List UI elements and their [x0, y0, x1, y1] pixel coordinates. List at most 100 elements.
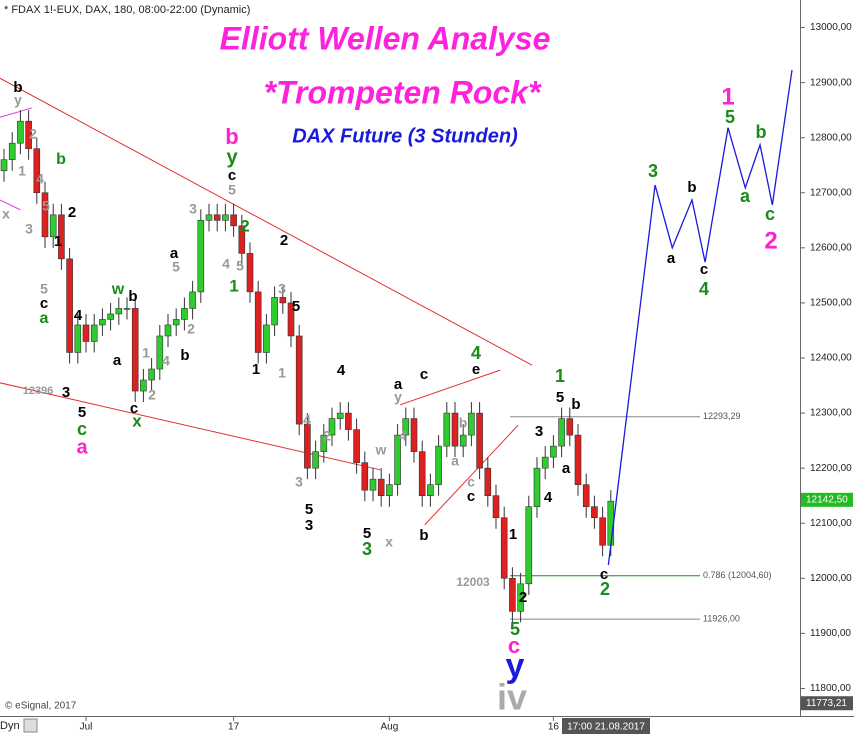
wave-label: 3 — [648, 161, 658, 181]
candle-body — [17, 120, 24, 144]
wave-label: c — [40, 295, 48, 312]
trendline — [0, 107, 33, 118]
wave-label: e — [472, 361, 480, 378]
wave-label: 2 — [519, 589, 527, 606]
candle-body — [254, 291, 262, 353]
wave-label: a — [740, 186, 751, 206]
wave-label: 4 — [162, 353, 170, 369]
wave-label: 5 — [228, 182, 236, 198]
wave-label: 4 — [699, 279, 709, 299]
y-tick-label: 12500,00 — [810, 298, 852, 309]
y-tick-label: 12400,00 — [810, 353, 852, 364]
candle-body — [189, 291, 196, 309]
wave-label: b — [459, 415, 468, 431]
wave-label: c — [508, 633, 520, 658]
wave-label: y — [226, 146, 238, 168]
candle-body — [197, 220, 205, 293]
wave-label: a — [667, 250, 676, 267]
trendline — [399, 369, 501, 406]
candle-body — [107, 313, 114, 320]
wave-label: c — [228, 167, 236, 184]
wave-label: b — [687, 179, 696, 196]
candle-body — [49, 214, 57, 238]
candle-body — [410, 418, 418, 452]
wave-label: 3 — [362, 539, 372, 559]
candle-body — [263, 324, 270, 353]
wave-label: w — [375, 442, 387, 458]
wave-label: 5 — [236, 258, 244, 274]
wave-label: 1 — [509, 526, 517, 543]
wave-label: x — [2, 206, 10, 222]
candle-body — [377, 478, 385, 496]
wave-label: 4 — [544, 489, 553, 506]
wave-label: w — [111, 281, 125, 298]
wave-label: 4 — [74, 307, 83, 324]
wave-label: 1 — [252, 361, 260, 378]
wave-label: c — [467, 488, 475, 505]
wave-label: 5 — [40, 281, 48, 297]
candle-body — [509, 578, 516, 612]
timeframe-button[interactable] — [23, 718, 38, 733]
axis-min-label: 11773,21 — [806, 698, 847, 709]
wave-label: 1 — [721, 83, 734, 110]
price-level-label: 12293,29 — [703, 411, 741, 421]
x-tick-label: 17 — [228, 722, 240, 733]
candle-body — [181, 308, 188, 320]
candle-body — [58, 214, 65, 260]
wave-label: 2 — [323, 428, 331, 444]
candle-body — [541, 456, 549, 469]
wave-label: c — [420, 366, 428, 383]
y-tick-label: 12200,00 — [810, 463, 852, 474]
wave-label: 2 — [600, 579, 610, 599]
candle-body — [476, 412, 483, 469]
wave-label: 3 — [295, 474, 303, 490]
timeframe-label: Dyn — [0, 720, 20, 732]
wave-label: 2 — [280, 232, 288, 249]
wave-label: 12396 — [23, 385, 54, 397]
candle-body — [361, 462, 369, 491]
candle-body — [451, 412, 459, 447]
candle-body — [99, 319, 106, 326]
wave-label: 5 — [42, 198, 50, 214]
candle-body — [418, 451, 426, 496]
candle-body — [115, 308, 123, 315]
last-price-box — [801, 492, 853, 507]
wave-label: 4 — [471, 343, 481, 363]
wave-label: 3 — [189, 201, 197, 217]
candle-body — [517, 583, 524, 612]
y-tick-label: 13000,00 — [810, 22, 852, 33]
candle-body — [427, 484, 434, 496]
wave-label: 4 — [222, 256, 230, 272]
candle-body — [0, 159, 8, 172]
wave-label: a — [562, 460, 571, 477]
wave-label: b — [225, 124, 238, 149]
x-tick-label: 16 — [548, 722, 560, 733]
candle-body — [386, 484, 393, 496]
axis-min-box — [801, 696, 853, 711]
candle-body — [484, 467, 492, 496]
candle-body — [353, 429, 360, 463]
candle-body — [123, 308, 131, 310]
y-tick-label: 12900,00 — [810, 77, 852, 88]
y-tick-label: 12000,00 — [810, 573, 852, 584]
wave-label: a — [170, 245, 179, 262]
wave-label: 1 — [555, 366, 565, 386]
wave-label: b — [571, 396, 580, 413]
wave-label: b — [756, 122, 767, 142]
wave-label: a — [451, 453, 459, 469]
wave-label: 4 — [36, 171, 44, 187]
candle-body — [8, 142, 16, 161]
wave-label: 5 — [172, 259, 180, 275]
candle-body — [33, 148, 41, 194]
wave-label: b — [56, 151, 66, 168]
wave-label: b — [13, 79, 22, 96]
candle-body — [402, 418, 410, 436]
candle-body — [500, 517, 508, 579]
candle-body — [558, 418, 565, 447]
price-level-label: 11926,00 — [703, 613, 740, 623]
candle-body — [25, 120, 32, 150]
candle-body — [230, 214, 237, 227]
wave-label: 2 — [764, 227, 777, 254]
wave-label: a — [76, 436, 88, 458]
wave-label: 3 — [278, 281, 286, 297]
